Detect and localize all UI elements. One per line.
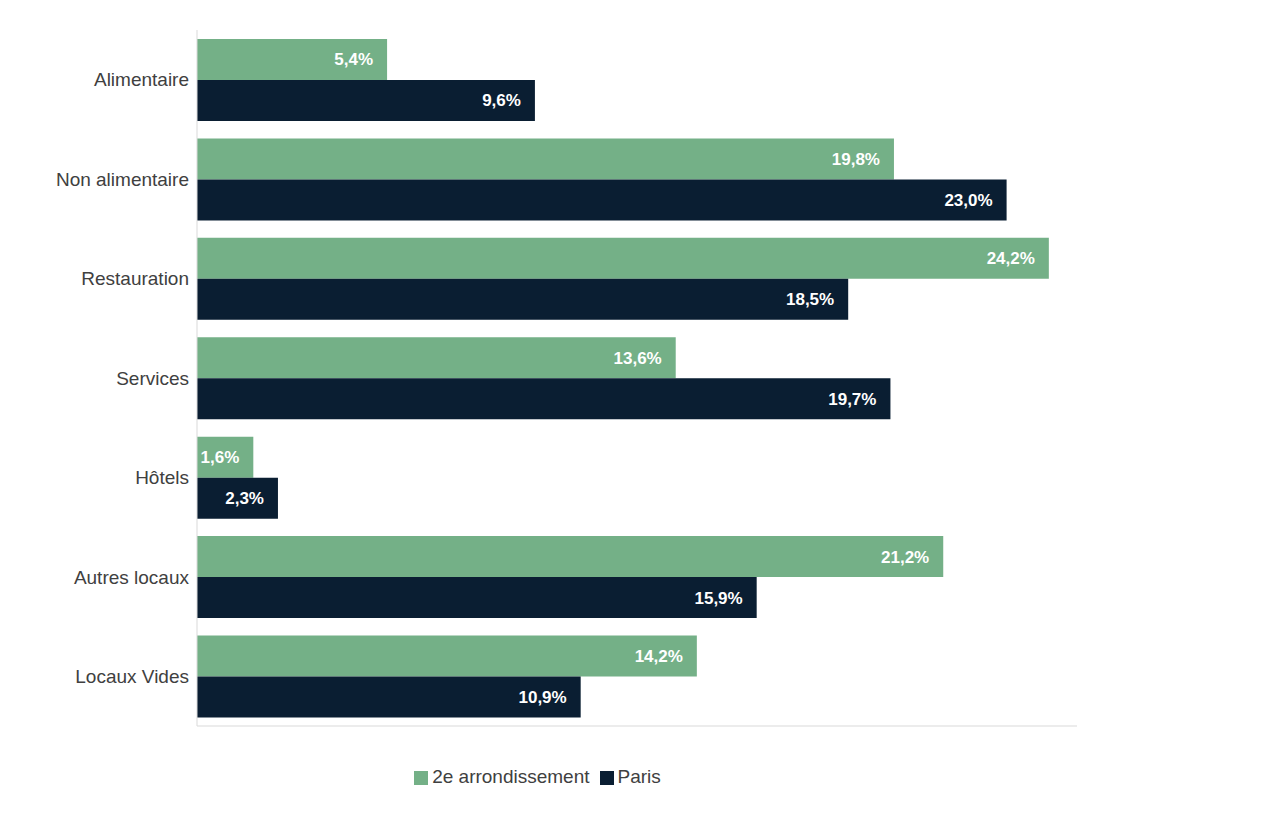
svg-text:Hôtels: Hôtels <box>135 467 189 488</box>
svg-text:23,0%: 23,0% <box>944 191 992 210</box>
svg-text:5,4%: 5,4% <box>334 50 373 69</box>
svg-text:19,7%: 19,7% <box>828 390 876 409</box>
svg-text:24,2%: 24,2% <box>987 249 1035 268</box>
svg-text:18,5%: 18,5% <box>786 290 834 309</box>
svg-text:Locaux Vides: Locaux Vides <box>75 666 189 687</box>
svg-text:Restauration: Restauration <box>81 268 189 289</box>
svg-text:Autres locaux: Autres locaux <box>74 567 190 588</box>
svg-text:1,6%: 1,6% <box>201 448 240 467</box>
svg-text:2,3%: 2,3% <box>225 489 264 508</box>
svg-text:13,6%: 13,6% <box>614 349 662 368</box>
svg-text:19,8%: 19,8% <box>832 150 880 169</box>
svg-text:15,9%: 15,9% <box>694 589 742 608</box>
svg-text:Alimentaire: Alimentaire <box>94 69 189 90</box>
svg-text:Services: Services <box>116 368 189 389</box>
svg-text:14,2%: 14,2% <box>635 647 683 666</box>
svg-text:9,6%: 9,6% <box>482 91 521 110</box>
html-text:Paris: Paris <box>617 766 661 787</box>
svg-text:Non alimentaire: Non alimentaire <box>56 169 189 190</box>
svg-text:10,9%: 10,9% <box>518 688 566 707</box>
html-text:2e arrondissement: 2e arrondissement <box>432 766 590 787</box>
svg-text:21,2%: 21,2% <box>881 548 929 567</box>
